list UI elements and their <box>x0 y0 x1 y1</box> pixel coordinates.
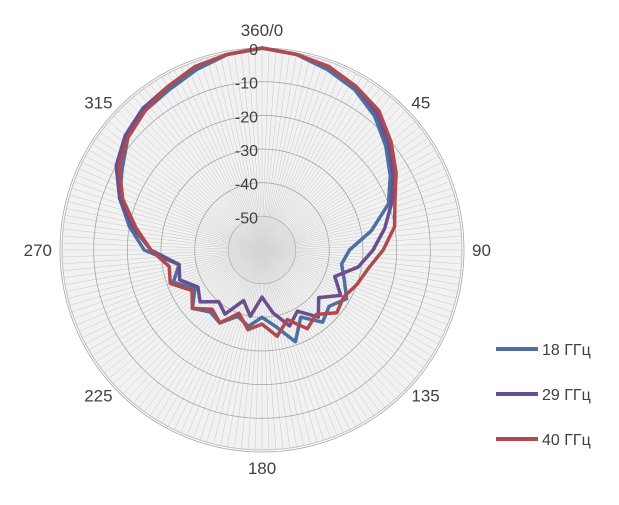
grid-ring <box>93 81 431 419</box>
angle-tick-label: 360/0 <box>241 21 284 40</box>
angle-tick-label: 90 <box>472 241 491 260</box>
grid-ring <box>160 148 364 352</box>
inner-disc <box>228 216 296 284</box>
radial-tick-label: 0 <box>249 42 258 59</box>
axis-labels: 0 -10 -20 -30 -40 -50 360/0 45 90 135 180 225 270 315 <box>24 21 491 478</box>
radial-tick-label: -50 <box>235 210 258 227</box>
series-line-2 <box>114 46 395 328</box>
legend-item: 40 ГГц <box>496 432 591 449</box>
radial-tick-label: -40 <box>235 177 258 194</box>
angle-tick-label: 180 <box>248 459 276 478</box>
angle-tick-label: 270 <box>24 241 52 260</box>
radial-tick-label: -10 <box>235 76 258 93</box>
angle-tick-label: 315 <box>84 94 112 113</box>
legend-label: 18 ГГц <box>542 342 591 359</box>
series-lines <box>114 46 398 344</box>
angle-tick-label: 225 <box>84 386 112 405</box>
legend-label: 40 ГГц <box>542 432 591 449</box>
series-line-3 <box>117 46 398 338</box>
polar-grid <box>59 47 465 453</box>
legend: 18 ГГц 29 ГГц 40 ГГц <box>496 342 591 449</box>
legend-item: 18 ГГц <box>496 342 591 359</box>
radial-tick-label: -30 <box>235 143 258 160</box>
grid-ring <box>126 114 398 386</box>
angle-tick-label: 45 <box>411 94 430 113</box>
legend-item: 29 ГГц <box>496 387 591 404</box>
legend-label: 29 ГГц <box>542 387 591 404</box>
series-line-1 <box>117 46 393 344</box>
radial-tick-label: -20 <box>235 109 258 126</box>
angle-tick-label: 135 <box>411 386 439 405</box>
